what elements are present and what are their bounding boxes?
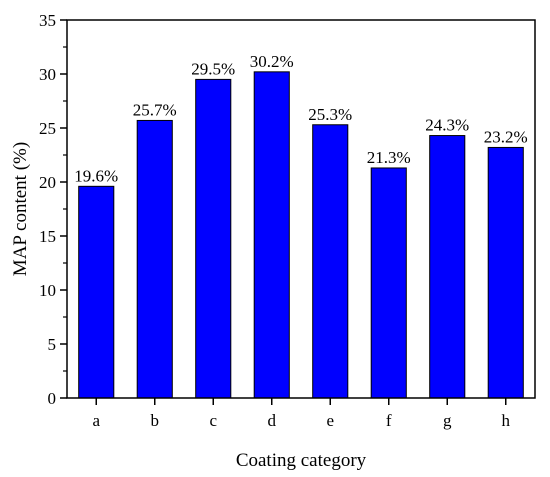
- bar-f: [370, 167, 407, 399]
- y-axis-title: MAP content (%): [10, 142, 31, 276]
- data-label-h: 23.2%: [484, 127, 528, 146]
- data-labels: 19.6% 25.7% 29.5% 30.2% 25.3% 21.3% 24.3% 23.2%: [74, 52, 527, 185]
- data-label-c: 29.5%: [191, 59, 235, 78]
- x-tick-label-d: d: [268, 411, 277, 430]
- bar-e: [312, 124, 349, 399]
- x-axis-title: Coating category: [236, 450, 367, 471]
- bar-c: [195, 78, 232, 399]
- x-tick-label-a: a: [92, 411, 100, 430]
- x-tick-label-c: c: [209, 411, 217, 430]
- bar-a: [78, 185, 115, 399]
- y-tick-label: 35: [39, 11, 56, 30]
- data-label-a: 19.6%: [74, 166, 118, 185]
- x-axis-ticks: a b c d e f g h: [92, 398, 511, 430]
- y-tick-label: 30: [39, 65, 56, 84]
- y-axis-ticks: 0 5 10 15 20 25 30 35: [39, 11, 67, 408]
- data-label-g: 24.3%: [425, 116, 469, 135]
- x-tick-label-f: f: [386, 411, 392, 430]
- bar-d: [253, 71, 290, 399]
- x-tick-label-h: h: [502, 411, 511, 430]
- bar-h: [487, 146, 524, 399]
- x-tick-label-b: b: [151, 411, 160, 430]
- y-tick-label: 10: [39, 281, 56, 300]
- bar-g: [429, 135, 466, 399]
- y-tick-label: 5: [48, 335, 57, 354]
- data-label-f: 21.3%: [367, 148, 411, 167]
- plot-frame: [66, 19, 536, 399]
- x-tick-label-g: g: [443, 411, 452, 430]
- y-tick-label: 25: [39, 119, 56, 138]
- x-tick-label-e: e: [326, 411, 334, 430]
- y-tick-label: 0: [48, 389, 57, 408]
- bar-b: [136, 119, 173, 399]
- data-label-d: 30.2%: [250, 52, 294, 71]
- y-tick-label: 20: [39, 173, 56, 192]
- data-label-e: 25.3%: [308, 105, 352, 124]
- bar-series: [78, 71, 524, 399]
- y-tick-label: 15: [39, 227, 56, 246]
- data-label-b: 25.7%: [133, 100, 177, 119]
